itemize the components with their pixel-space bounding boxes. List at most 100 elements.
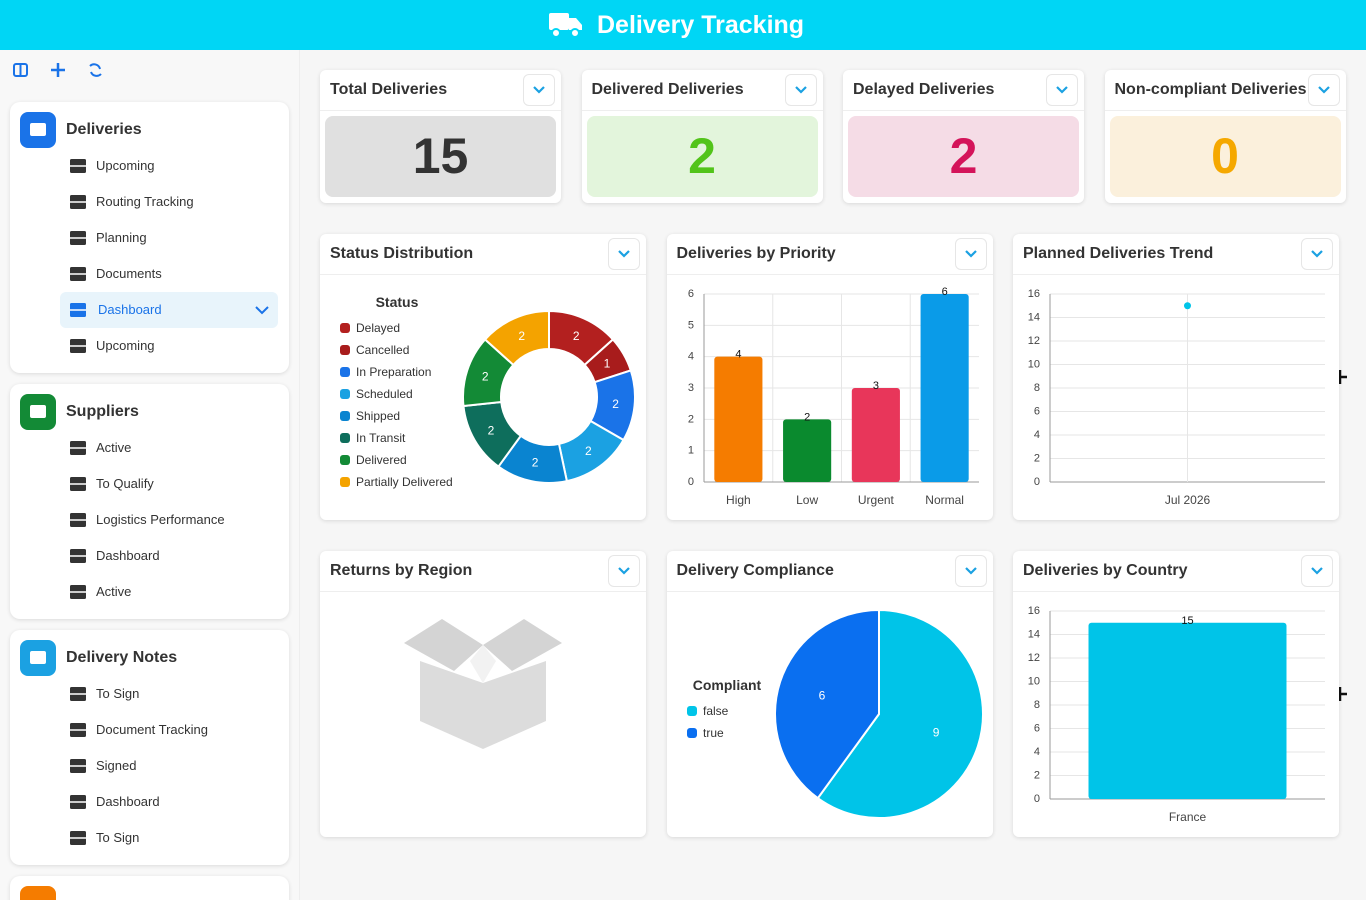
- sidebar-section-partial: [10, 876, 289, 900]
- chevron-path: [1317, 86, 1330, 94]
- y-tick-label: 8: [1034, 382, 1040, 394]
- y-tick-label: 6: [687, 288, 693, 300]
- legend-swatch: [340, 345, 350, 355]
- chevron-path: [533, 86, 545, 94]
- nav-item[interactable]: Planning: [96, 230, 147, 245]
- y-tick-label: 8: [1034, 699, 1040, 711]
- kpi-value: 0: [1211, 128, 1239, 184]
- legend-swatch: [340, 389, 350, 399]
- chart-title: Planned Deliveries Trend: [1023, 245, 1214, 262]
- x-tick-label: France: [1169, 810, 1207, 824]
- kpi-card: Delivered Deliveries 2: [581, 70, 823, 203]
- section-title[interactable]: Deliveries: [66, 121, 142, 138]
- slice-label: 2: [612, 397, 619, 411]
- kpi-card: Non-compliant Deliveries 0: [1104, 70, 1346, 203]
- collapse-button[interactable]: [523, 74, 555, 106]
- y-tick-label: 2: [1034, 453, 1040, 465]
- kpi-box: 15: [325, 116, 556, 197]
- divider: [666, 591, 993, 592]
- chart-card: Status Delayed Cancelled In Preparation Sche…: [320, 234, 646, 520]
- nav-item[interactable]: To Sign: [96, 686, 140, 701]
- collapse-button[interactable]: [1301, 238, 1333, 270]
- nav-item[interactable]: Signed: [96, 758, 137, 773]
- legend-label: false: [703, 704, 729, 718]
- section-icon: [20, 886, 56, 900]
- item-icon: [70, 231, 86, 245]
- item-icon: [70, 759, 86, 773]
- kpi-title: Total Deliveries: [330, 81, 448, 98]
- y-tick-label: 4: [1034, 746, 1040, 758]
- item-icon: [70, 687, 86, 701]
- section-title[interactable]: Suppliers: [66, 403, 139, 420]
- chevron-path: [964, 567, 977, 575]
- active-item-bg: [60, 292, 278, 328]
- nav-item[interactable]: Dashboard: [98, 302, 162, 317]
- chart: 0 2 4 6 8 10 12 14 16 France 15: [1028, 605, 1325, 824]
- nav-item[interactable]: Upcoming: [96, 158, 155, 173]
- section-icon: [20, 640, 56, 676]
- divider: [1013, 274, 1339, 275]
- nav-item[interactable]: Logistics Performance: [96, 512, 225, 527]
- kpi-card: Delayed Deliveries 2: [843, 70, 1084, 203]
- collapse-button[interactable]: [954, 555, 987, 587]
- legend-label: Delivered: [356, 453, 407, 467]
- item-icon: [70, 441, 86, 455]
- x-tick-label: Low: [796, 493, 818, 507]
- divider: [320, 274, 646, 275]
- nav-item[interactable]: Active: [96, 584, 132, 599]
- nav-item[interactable]: Upcoming: [96, 338, 155, 353]
- nav-item[interactable]: Dashboard: [96, 794, 160, 809]
- x-tick-label: High: [726, 493, 751, 507]
- item-icon: [70, 339, 86, 353]
- chart-title: Deliveries by Country: [1023, 562, 1188, 579]
- legend-swatch: [686, 728, 697, 738]
- kpi-title: Non-compliant Deliveries: [1114, 81, 1307, 98]
- nav-item[interactable]: Document Tracking: [96, 722, 208, 737]
- y-tick-label: 1: [687, 445, 693, 457]
- divider: [320, 110, 561, 111]
- x-tick-label: Jul 2026: [1165, 493, 1211, 507]
- y-tick-label: 2: [1034, 770, 1040, 782]
- section-icon: [20, 112, 56, 148]
- nav-item[interactable]: To Sign: [96, 830, 140, 845]
- divider: [1013, 591, 1339, 592]
- y-tick-label: 16: [1028, 605, 1040, 617]
- icon-glyph: [30, 405, 46, 418]
- collapse-button[interactable]: [608, 238, 640, 270]
- collapse-button[interactable]: [954, 238, 987, 270]
- y-tick-label: 2: [687, 413, 693, 425]
- chart: Status Delayed Cancelled In Preparation Sche…: [340, 294, 636, 489]
- kpi-value: 2: [949, 128, 978, 184]
- y-tick-label: 6: [1034, 406, 1040, 418]
- chevron-path: [1311, 250, 1323, 258]
- nav-item[interactable]: To Qualify: [96, 476, 154, 491]
- collapse-button[interactable]: [1046, 74, 1078, 106]
- header: Delivery Tracking: [0, 0, 1366, 50]
- bar: [1088, 622, 1287, 799]
- y-tick-label: 14: [1028, 312, 1040, 324]
- collapse-button[interactable]: [784, 74, 817, 106]
- collapse-button[interactable]: [1307, 74, 1340, 106]
- chart: Compliant false true 9 6: [686, 608, 984, 819]
- collapse-button[interactable]: [1301, 555, 1333, 587]
- add-button[interactable]: [51, 63, 65, 77]
- nav-item[interactable]: Routing Tracking: [96, 194, 194, 209]
- nav-item[interactable]: Dashboard: [96, 548, 160, 563]
- bar-label: 3: [872, 380, 878, 392]
- chart-card: 0 2 4 6 8 10 12 14 16 France 15 Deliveries by Count…: [1013, 551, 1339, 837]
- collapse-button[interactable]: [608, 555, 640, 587]
- chevron: [1311, 250, 1323, 258]
- nav-item[interactable]: Documents: [96, 266, 162, 281]
- bar-label: 2: [804, 411, 810, 423]
- refresh-button[interactable]: [89, 63, 102, 77]
- section-title[interactable]: Delivery Notes: [66, 649, 178, 666]
- item-icon: [70, 723, 86, 737]
- legend-label: In Transit: [356, 431, 406, 445]
- nav-item[interactable]: Active: [96, 440, 132, 455]
- bar: [920, 294, 969, 482]
- item-icon: [70, 585, 86, 599]
- chevron-path: [1056, 86, 1068, 94]
- y-tick-label: 4: [1034, 429, 1040, 441]
- item-icon: [70, 549, 86, 563]
